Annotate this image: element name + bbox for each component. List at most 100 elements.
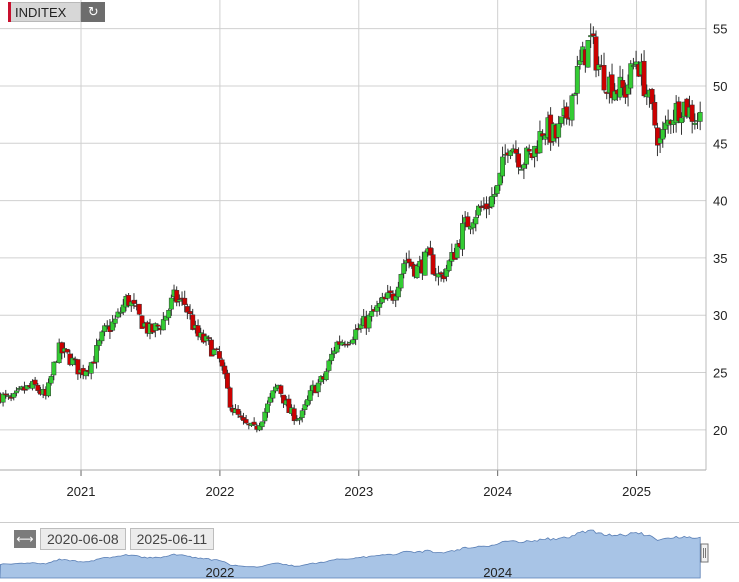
candle-up bbox=[353, 329, 359, 340]
navigator-right-handle[interactable] bbox=[700, 543, 709, 563]
candle-down bbox=[224, 373, 230, 389]
y-tick-label: 35 bbox=[713, 251, 727, 266]
candle-down bbox=[235, 409, 241, 415]
candle-up bbox=[297, 417, 303, 421]
candle-up bbox=[99, 331, 105, 342]
x-tick-label: 2023 bbox=[344, 484, 373, 499]
candle-down bbox=[516, 153, 522, 168]
candle-up bbox=[630, 65, 636, 67]
candle-up bbox=[692, 122, 698, 125]
candle-up bbox=[350, 339, 356, 344]
candle-up bbox=[537, 131, 543, 154]
range-end-input[interactable]: 2025-06-11 bbox=[129, 528, 215, 550]
candle-up bbox=[46, 382, 51, 397]
candle-up bbox=[446, 260, 452, 271]
candle-down bbox=[652, 102, 658, 126]
navigator-area bbox=[0, 529, 701, 579]
y-tick-label: 25 bbox=[713, 366, 727, 381]
y-tick-label: 30 bbox=[713, 308, 727, 323]
candle-up bbox=[166, 310, 172, 319]
candle-down bbox=[182, 297, 188, 305]
candle-down bbox=[214, 348, 220, 351]
navigator-tick-label: 2022 bbox=[205, 565, 234, 580]
candle-up bbox=[460, 223, 465, 250]
candle-down bbox=[564, 106, 570, 119]
candle-down bbox=[206, 337, 212, 339]
candle-up bbox=[273, 386, 278, 392]
candle-down bbox=[243, 419, 249, 424]
candle-down bbox=[208, 339, 214, 357]
candle-up bbox=[326, 360, 332, 371]
candle-up bbox=[628, 63, 634, 89]
candle-up bbox=[377, 303, 383, 308]
y-tick-label: 45 bbox=[713, 136, 727, 151]
candle-up bbox=[168, 297, 174, 310]
candle-up bbox=[521, 164, 527, 169]
candle-down bbox=[291, 408, 297, 422]
candle-up bbox=[265, 403, 270, 413]
candle-down bbox=[649, 89, 655, 105]
candle-down bbox=[219, 359, 225, 367]
candle-up bbox=[518, 169, 524, 171]
candle-down bbox=[131, 299, 137, 304]
candle-up bbox=[585, 40, 591, 68]
candle-down bbox=[35, 384, 41, 391]
candle-down bbox=[216, 351, 222, 359]
range-start-input[interactable]: 2020-06-08 bbox=[40, 528, 126, 550]
x-tick-label: 2021 bbox=[67, 484, 96, 499]
candle-down bbox=[227, 387, 233, 408]
candle-down bbox=[238, 415, 244, 418]
candle-up bbox=[176, 299, 182, 302]
candle-down bbox=[465, 216, 471, 228]
candle-down bbox=[513, 149, 519, 154]
candle-up bbox=[558, 116, 564, 124]
candle-down bbox=[222, 365, 228, 375]
candle-up bbox=[401, 263, 407, 274]
candle-up bbox=[48, 376, 54, 384]
candle-up bbox=[369, 310, 375, 317]
candle-up bbox=[160, 319, 166, 331]
candle-up bbox=[414, 265, 420, 278]
candle-up bbox=[13, 390, 19, 394]
candle-up bbox=[262, 411, 268, 422]
ticker-name[interactable]: INDITEX bbox=[11, 2, 82, 22]
candle-down bbox=[64, 348, 70, 353]
grid-lines bbox=[0, 0, 706, 470]
candle-up bbox=[385, 292, 391, 299]
candle-down bbox=[430, 254, 436, 275]
candle-down bbox=[387, 290, 393, 293]
candle-up bbox=[444, 268, 449, 277]
candle-up bbox=[315, 382, 321, 393]
range-navigator[interactable]: 2022 2024 bbox=[0, 522, 739, 582]
x-tick-label: 2024 bbox=[483, 484, 512, 499]
candle-up bbox=[51, 361, 57, 376]
candle-down bbox=[689, 104, 695, 122]
candle-up bbox=[500, 156, 505, 177]
candle-down bbox=[438, 272, 444, 275]
candle-up bbox=[302, 404, 308, 410]
candle-down bbox=[427, 247, 433, 256]
candle-down bbox=[593, 36, 599, 71]
candle-up bbox=[572, 93, 578, 96]
candle-up bbox=[5, 395, 11, 397]
horizontal-arrows-icon[interactable]: ⟷ bbox=[14, 530, 36, 548]
candle-down bbox=[278, 385, 284, 394]
range-selector: ⟷ 2020-06-08 2025-06-11 bbox=[14, 528, 218, 550]
candle-up bbox=[494, 185, 500, 194]
candle-up bbox=[574, 66, 580, 94]
refresh-icon[interactable]: ↻ bbox=[81, 2, 106, 22]
candle-up bbox=[569, 95, 575, 121]
candle-up bbox=[454, 243, 460, 259]
ticker-accent bbox=[8, 2, 11, 22]
candle-up bbox=[366, 314, 372, 329]
candle-up bbox=[270, 390, 276, 399]
candle-up bbox=[489, 195, 495, 208]
ticker-selector[interactable]: INDITEX ↻ bbox=[8, 2, 106, 22]
candle-up bbox=[556, 123, 562, 138]
candle-up bbox=[492, 194, 497, 197]
candle-down bbox=[187, 311, 193, 314]
candle-down bbox=[3, 393, 9, 396]
y-tick-label: 50 bbox=[713, 79, 727, 94]
candle-down bbox=[136, 303, 142, 315]
